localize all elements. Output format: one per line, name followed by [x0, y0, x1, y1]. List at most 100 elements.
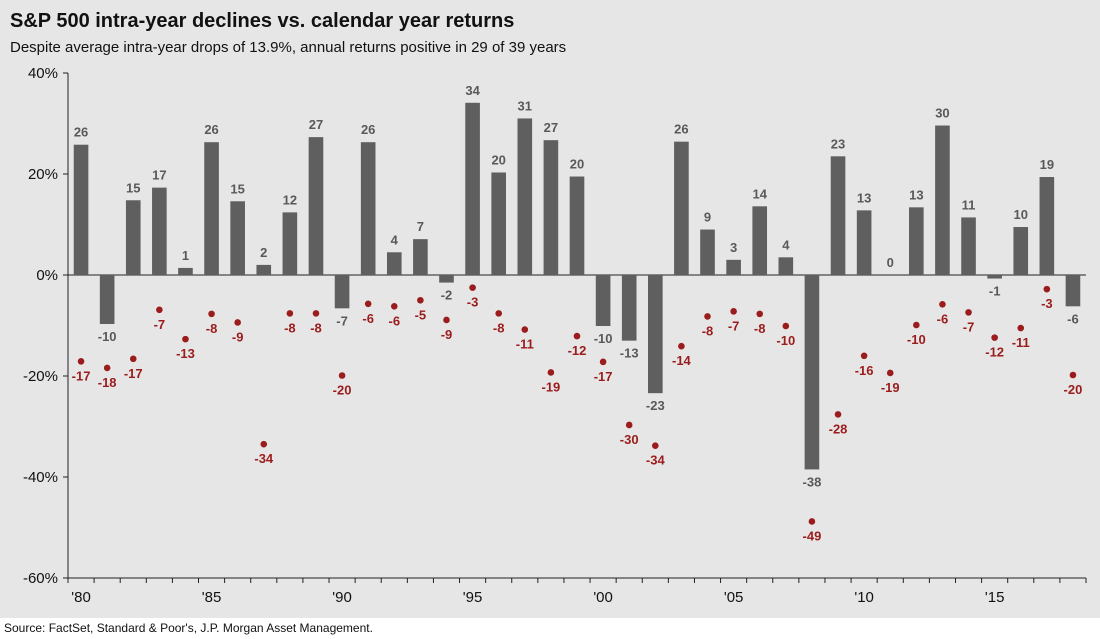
x-axis: '80 '85 '90 '95 '00 '05 '10 '15 [67, 274, 1087, 606]
decline-label: -8 [206, 321, 218, 336]
return-bar [1013, 227, 1029, 275]
return-label: 4 [391, 232, 399, 247]
x-tick-label: '00 [593, 589, 613, 606]
return-label: 9 [704, 210, 711, 225]
decline-dots: -17 -18 -17 -7 -13 -8 -9 -34 -8 -8 -20 -6 -6 -5 -9 -3 -8… [72, 284, 1083, 543]
return-bar [804, 275, 820, 470]
decline-dot [547, 369, 555, 376]
return-bar [621, 275, 637, 341]
decline-label: -14 [672, 353, 692, 368]
return-bar [73, 144, 89, 275]
x-tick-label: '15 [985, 589, 1005, 606]
decline-dot [364, 300, 372, 308]
return-bar [413, 239, 428, 275]
decline-label: -17 [594, 369, 613, 384]
decline-dot [704, 313, 711, 320]
decline-label: -17 [72, 368, 91, 383]
return-bar [830, 156, 846, 275]
x-tick-label: '80 [71, 589, 91, 606]
decline-dot [1043, 285, 1051, 293]
return-bar [569, 176, 585, 275]
chart-panel: S&P 500 intra-year declines vs. calendar… [0, 0, 1100, 618]
y-tick-label: 40% [28, 65, 58, 82]
return-bar [674, 141, 689, 275]
return-label: 20 [491, 152, 505, 167]
return-bar [125, 200, 141, 275]
decline-label: -13 [176, 346, 195, 361]
return-label: -1 [989, 284, 1001, 299]
return-bar [726, 259, 741, 275]
decline-label: -3 [467, 295, 479, 310]
chart-title: S&P 500 intra-year declines vs. calendar… [10, 10, 515, 32]
decline-label: -6 [389, 313, 401, 328]
chart-subtitle: Despite average intra-year drops of 13.9… [10, 39, 567, 56]
decline-label: -30 [620, 432, 639, 447]
decline-label: -17 [124, 366, 143, 381]
decline-dot [234, 319, 241, 326]
decline-dot [390, 303, 398, 310]
decline-dot [573, 332, 581, 340]
return-label: 27 [544, 120, 558, 135]
decline-label: -8 [754, 321, 766, 336]
y-tick-label: -20% [23, 368, 58, 385]
decline-label: -19 [541, 379, 560, 394]
decline-label: -12 [985, 345, 1004, 360]
decline-dot [834, 411, 842, 418]
return-bar [308, 137, 324, 275]
decline-label: -7 [154, 317, 166, 332]
return-label: -13 [620, 346, 639, 361]
decline-dot [338, 372, 346, 379]
return-bar [987, 275, 1002, 279]
return-bar [360, 142, 376, 275]
return-bar [439, 275, 454, 283]
y-tick-label: -40% [23, 469, 58, 486]
return-bar [230, 201, 245, 275]
y-tick-label: 0% [36, 267, 58, 284]
return-label: 17 [152, 168, 166, 183]
decline-label: -16 [855, 363, 874, 378]
decline-label: -7 [728, 318, 740, 333]
decline-label: -11 [516, 337, 534, 352]
return-bar [752, 206, 768, 275]
y-axis: -60% -40% -20% 0% 20% 40% [23, 65, 69, 587]
decline-label: -8 [702, 323, 714, 338]
decline-label: -5 [415, 307, 427, 322]
decline-dot [599, 358, 607, 366]
return-label: 0 [887, 255, 894, 270]
decline-dot [1017, 324, 1025, 332]
decline-label: -49 [803, 528, 822, 543]
return-bar [778, 257, 794, 275]
decline-label: -20 [333, 382, 352, 397]
return-bar [1039, 177, 1055, 275]
return-label: 13 [857, 190, 871, 205]
decline-label: -6 [937, 311, 949, 326]
return-label: 26 [674, 122, 688, 137]
decline-label: -10 [776, 333, 795, 348]
chart-svg: -60% -40% -20% 0% 20% 40% '80'85'90'95'00'05 '… [23, 65, 1087, 606]
return-label: 10 [1014, 207, 1028, 222]
decline-dot [730, 308, 737, 315]
decline-label: -18 [98, 375, 117, 390]
return-bar [961, 217, 976, 275]
decline-dot [625, 421, 633, 429]
return-label: 26 [361, 122, 375, 137]
return-label: 12 [283, 192, 297, 207]
return-label: -7 [336, 313, 348, 328]
decline-label: -7 [963, 319, 975, 334]
return-label: 23 [831, 136, 845, 151]
return-label: 1 [182, 248, 189, 263]
decline-label: -34 [646, 453, 666, 468]
decline-dot [1069, 371, 1077, 379]
return-bar [1065, 275, 1081, 307]
decline-label: -20 [1064, 382, 1083, 397]
decline-dot [782, 322, 790, 330]
decline-label: -3 [1041, 296, 1053, 311]
decline-dot [886, 369, 894, 377]
return-label: 34 [465, 83, 480, 98]
decline-dot [913, 321, 920, 329]
decline-label: -11 [1012, 335, 1030, 350]
y-tick-label: 20% [28, 166, 58, 183]
decline-label: -12 [568, 343, 587, 358]
decline-dot [469, 284, 476, 291]
y-tick-label: -60% [23, 570, 58, 587]
